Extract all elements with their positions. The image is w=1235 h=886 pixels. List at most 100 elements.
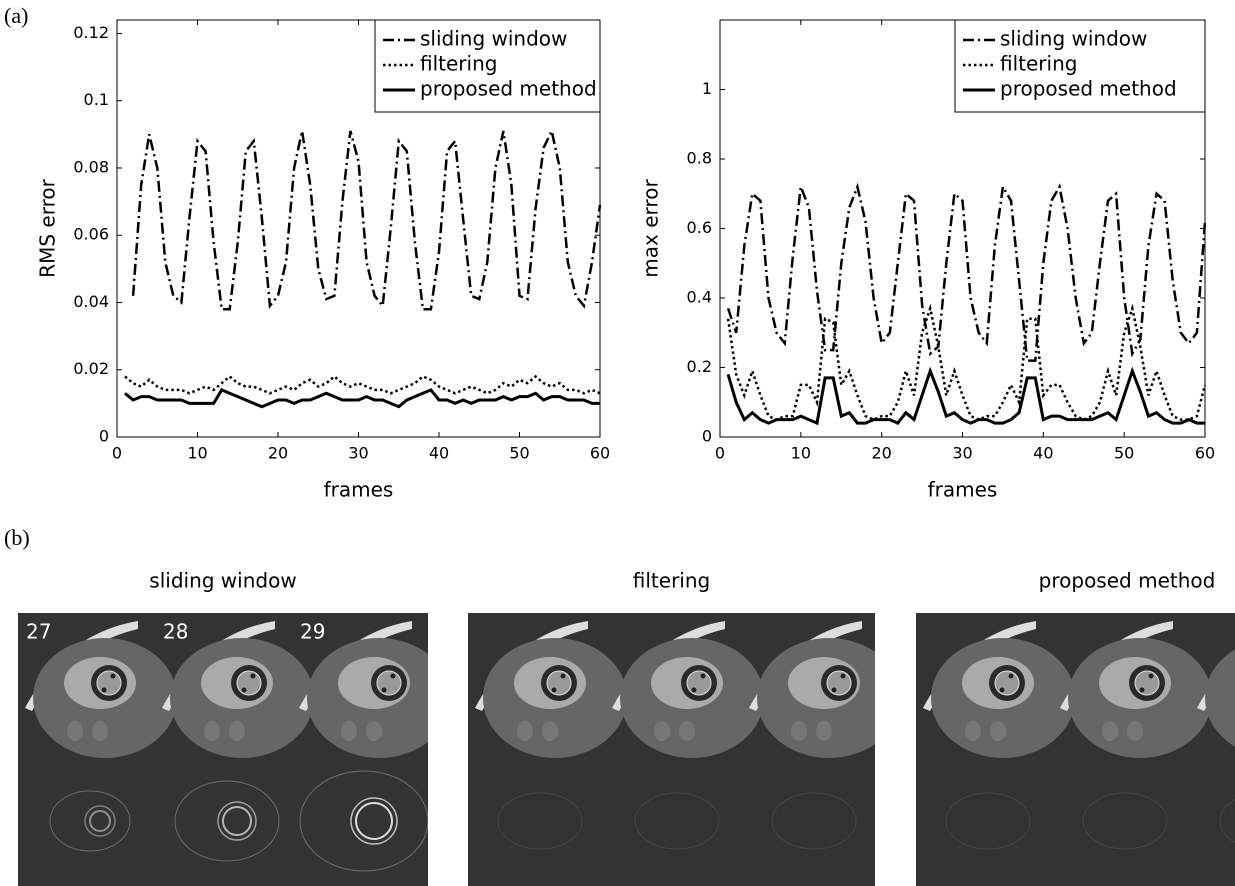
spot <box>92 721 108 741</box>
panel-title: filtering <box>633 569 710 593</box>
figure-label: (a) <box>4 3 28 28</box>
dot <box>1008 673 1014 679</box>
panel-title: proposed method <box>1039 569 1216 593</box>
spot <box>67 721 83 741</box>
data-line <box>726 303 1207 421</box>
frame-number: 28 <box>163 620 188 644</box>
artifact <box>299 770 428 872</box>
dot <box>381 687 387 693</box>
frame-number: 29 <box>300 620 325 644</box>
figure-label: (b) <box>4 525 30 550</box>
spot <box>517 721 533 741</box>
artifact <box>89 810 111 832</box>
x-tick-label: 50 <box>1114 444 1134 463</box>
spot <box>1127 721 1143 741</box>
heart <box>1134 670 1160 696</box>
artifact <box>771 792 857 850</box>
image-panel: 27 28 29 <box>18 613 428 886</box>
artifact <box>497 792 583 850</box>
y-tick-label: 0.8 <box>687 149 712 168</box>
legend-label: filtering <box>1000 52 1077 76</box>
x-tick-label: 60 <box>590 444 610 463</box>
y-tick-label: 0.4 <box>687 288 712 307</box>
legend-label: proposed method <box>1000 77 1177 101</box>
x-tick-label: 40 <box>429 444 449 463</box>
body <box>1205 649 1235 747</box>
dot <box>1139 687 1145 693</box>
artifact <box>217 801 257 841</box>
x-axis-label: frames <box>324 478 394 502</box>
artifact <box>1219 798 1235 844</box>
legend-label: filtering <box>420 52 497 76</box>
x-tick-label: 50 <box>509 444 529 463</box>
dot <box>840 673 846 679</box>
artifact <box>174 780 280 862</box>
spot <box>965 721 981 741</box>
artifact <box>634 792 720 850</box>
artifact <box>222 806 252 836</box>
legend-label: proposed method <box>420 77 597 101</box>
data-line <box>124 374 601 395</box>
dot <box>1148 673 1154 679</box>
spot <box>679 721 695 741</box>
legend-label: sliding window <box>1000 27 1147 51</box>
dot <box>390 673 396 679</box>
artifact <box>355 802 393 840</box>
y-tick-label: 0.2 <box>687 357 712 376</box>
image-panel <box>916 613 1235 886</box>
spot <box>366 721 382 741</box>
dot <box>560 673 566 679</box>
dot <box>110 673 116 679</box>
x-tick-label: 10 <box>187 444 207 463</box>
y-axis-label: RMS error <box>36 178 60 277</box>
y-tick-label: 0.1 <box>84 90 109 109</box>
data-line <box>131 127 602 311</box>
spot <box>341 721 357 741</box>
x-tick-label: 40 <box>1033 444 1053 463</box>
frame-number: 27 <box>26 620 51 644</box>
artifact <box>945 792 1031 850</box>
x-tick-label: 20 <box>268 444 288 463</box>
dot <box>691 687 697 693</box>
x-tick-label: 10 <box>791 444 811 463</box>
artifact <box>350 797 398 845</box>
dot <box>241 687 247 693</box>
spot <box>1102 721 1118 741</box>
spot <box>542 721 558 741</box>
y-tick-label: 0.08 <box>73 157 109 176</box>
legend-label: sliding window <box>420 27 567 51</box>
spot <box>791 721 807 741</box>
x-tick-label: 60 <box>1195 444 1215 463</box>
spot <box>990 721 1006 741</box>
y-tick-label: 0 <box>99 427 109 446</box>
y-tick-label: 1 <box>702 79 712 98</box>
x-tick-label: 30 <box>348 444 368 463</box>
heart <box>96 670 122 696</box>
x-tick-label: 30 <box>952 444 972 463</box>
panel-title: sliding window <box>149 569 296 593</box>
legend-box <box>954 19 1206 113</box>
y-tick-label: 0.12 <box>73 23 109 42</box>
x-tick-label: 0 <box>112 444 122 463</box>
x-tick-label: 0 <box>715 444 725 463</box>
heart <box>236 670 262 696</box>
heart <box>546 670 572 696</box>
dot <box>831 687 837 693</box>
dot <box>551 687 557 693</box>
spot <box>816 721 832 741</box>
dot <box>101 687 107 693</box>
y-axis-label: max error <box>639 179 663 278</box>
y-tick-label: 0.06 <box>73 225 109 244</box>
dot <box>999 687 1005 693</box>
spot <box>204 721 220 741</box>
heart <box>376 670 402 696</box>
spot <box>654 721 670 741</box>
data-line <box>726 182 1207 362</box>
data-line <box>124 388 600 409</box>
y-tick-label: 0.02 <box>73 359 109 378</box>
x-axis-label: frames <box>928 478 998 502</box>
y-tick-label: 0 <box>702 427 712 446</box>
heart <box>994 670 1020 696</box>
x-tick-label: 20 <box>871 444 891 463</box>
